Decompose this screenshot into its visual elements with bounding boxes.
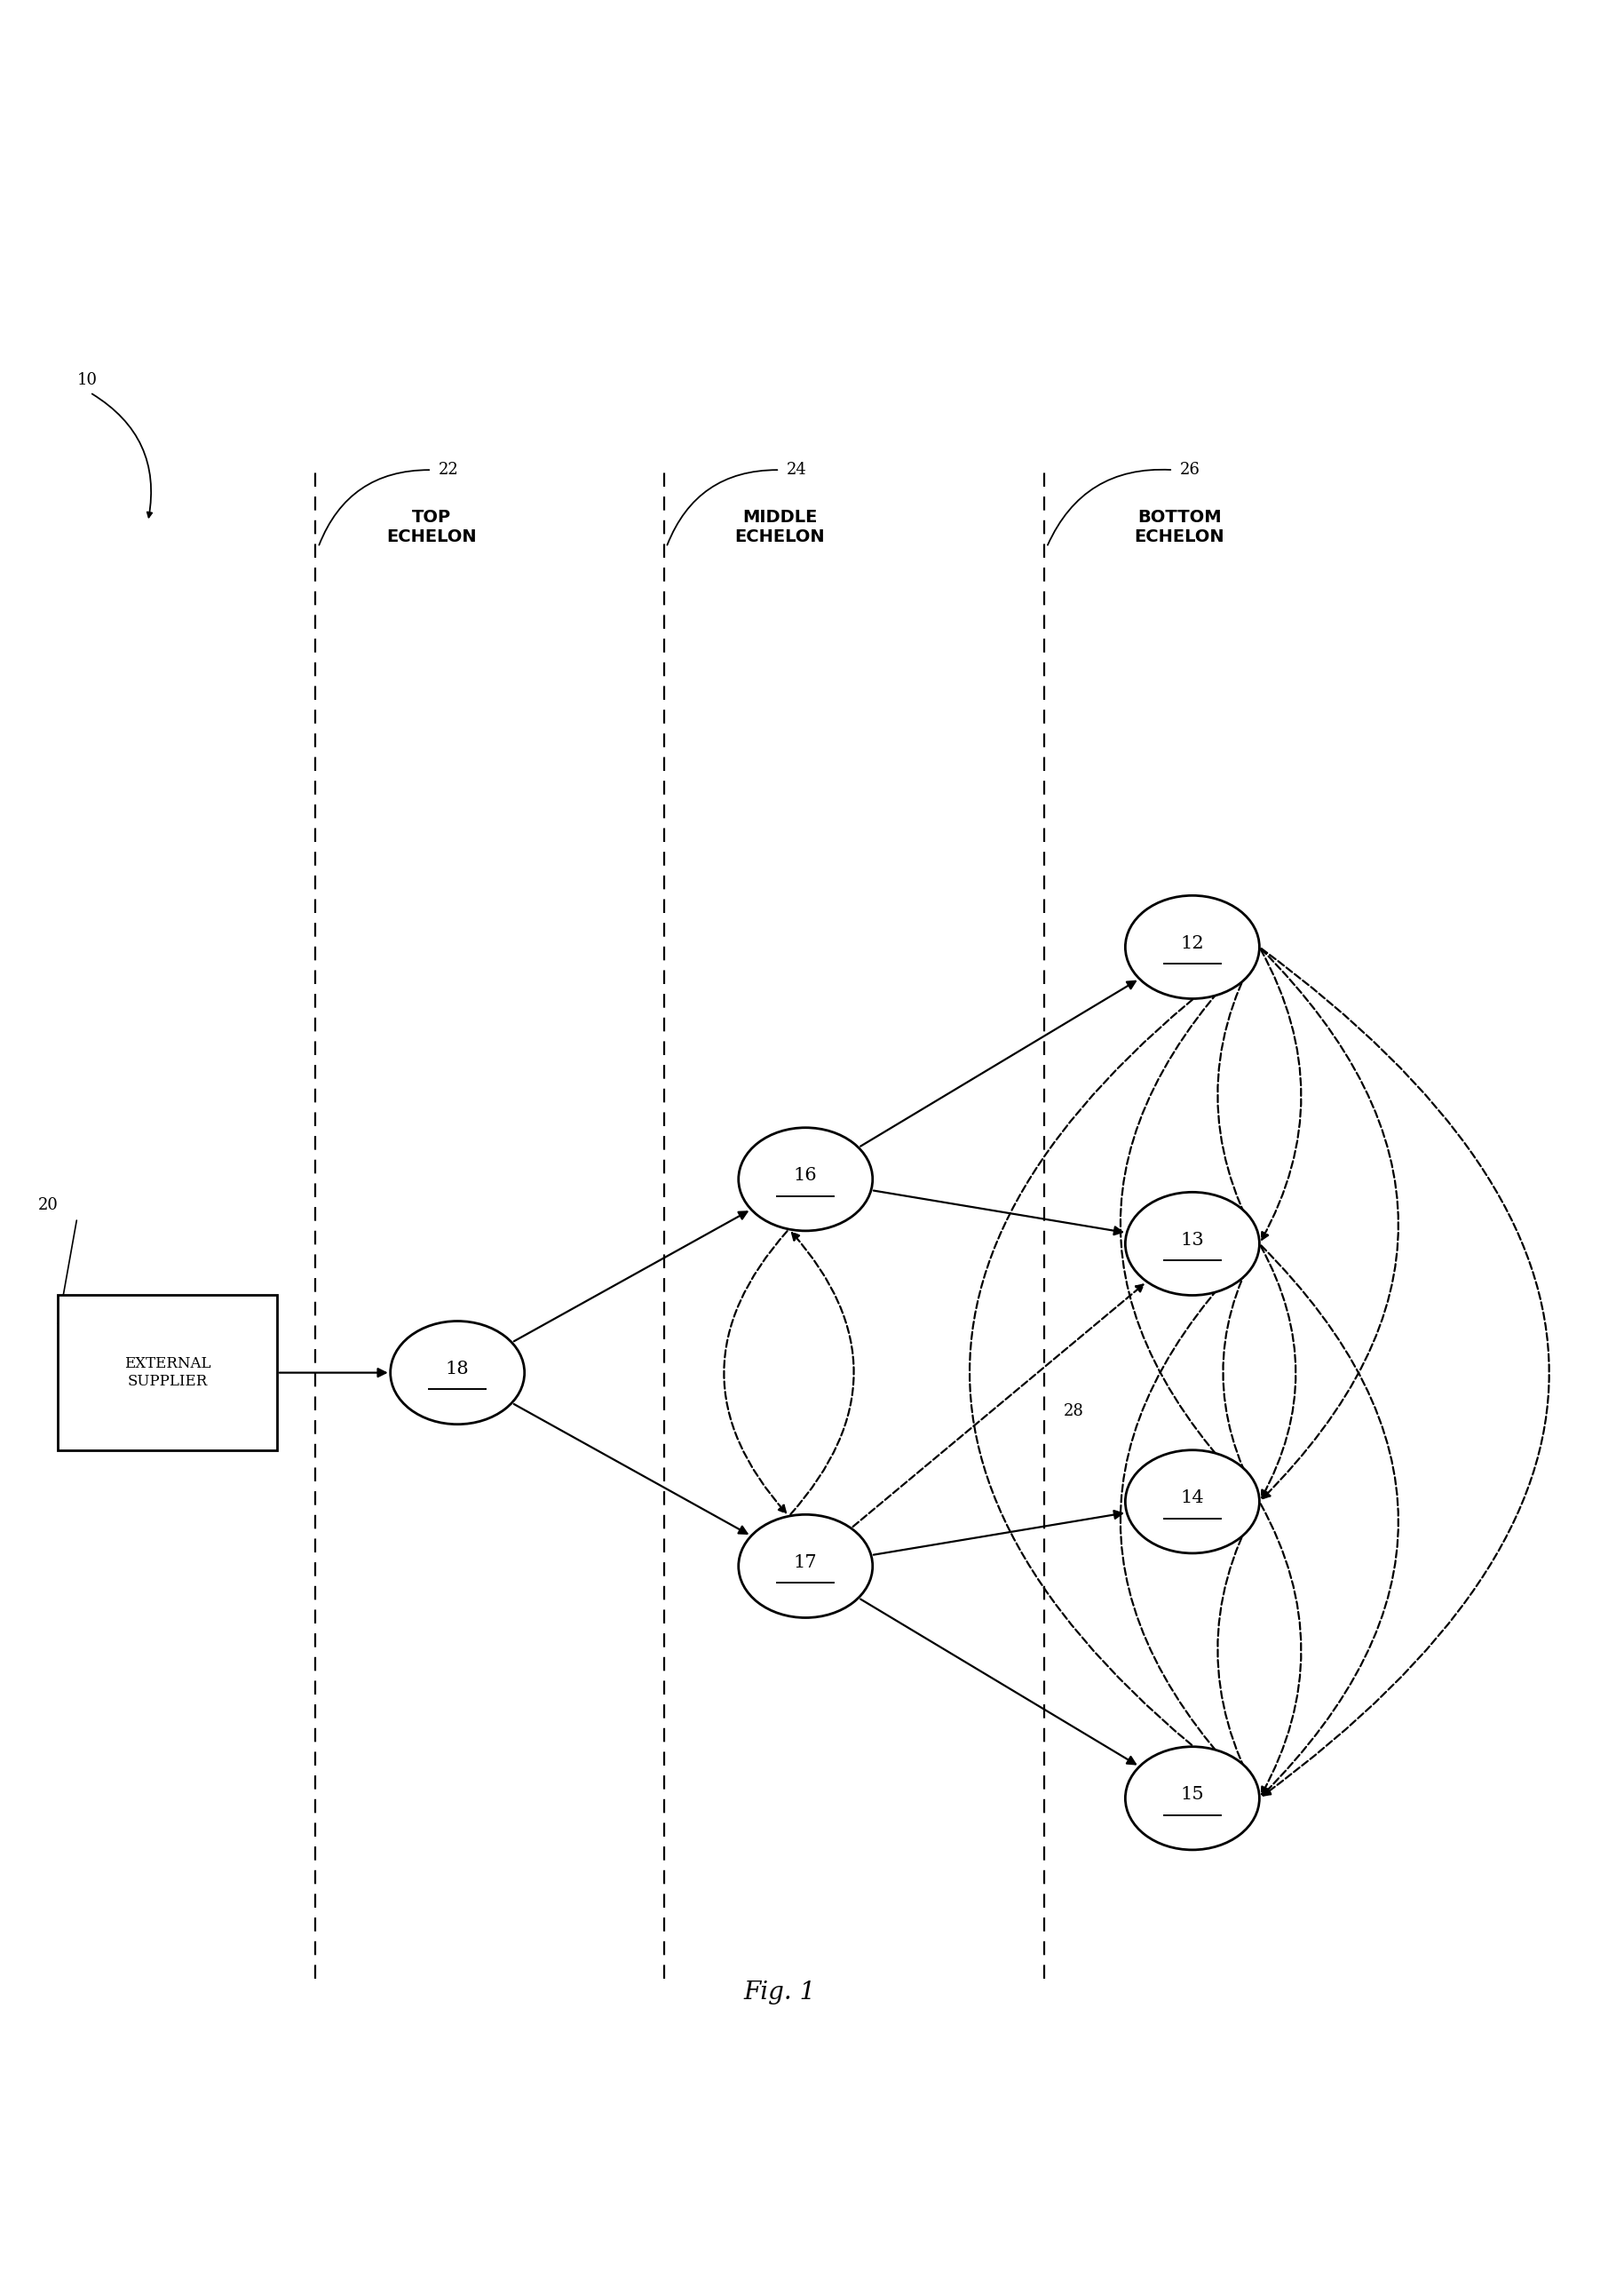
Ellipse shape [1125, 895, 1259, 998]
Text: 12: 12 [1181, 934, 1203, 952]
Ellipse shape [739, 1129, 872, 1232]
Text: 14: 14 [1181, 1489, 1203, 1507]
Text: 17: 17 [794, 1553, 817, 1571]
Text: 24: 24 [786, 461, 807, 477]
Text: EXTERNAL
SUPPLIER: EXTERNAL SUPPLIER [123, 1356, 211, 1388]
Ellipse shape [1125, 1746, 1259, 1849]
Ellipse shape [390, 1321, 525, 1425]
Text: 10: 10 [76, 372, 97, 388]
Text: 16: 16 [794, 1168, 817, 1184]
Text: 22: 22 [438, 461, 458, 477]
Text: MIDDLE
ECHELON: MIDDLE ECHELON [734, 509, 825, 546]
Ellipse shape [739, 1514, 872, 1617]
Text: 26: 26 [1179, 461, 1200, 477]
Text: Fig. 1: Fig. 1 [744, 1980, 815, 2005]
Text: 20: 20 [39, 1197, 58, 1214]
FancyBboxPatch shape [58, 1296, 278, 1450]
Ellipse shape [1125, 1193, 1259, 1296]
Text: 15: 15 [1181, 1787, 1203, 1803]
Text: 13: 13 [1181, 1232, 1205, 1248]
Text: TOP
ECHELON: TOP ECHELON [387, 509, 477, 546]
Ellipse shape [1125, 1450, 1259, 1553]
Text: BOTTOM
ECHELON: BOTTOM ECHELON [1134, 509, 1224, 546]
Text: 28: 28 [1064, 1404, 1083, 1420]
Text: 18: 18 [445, 1360, 469, 1376]
